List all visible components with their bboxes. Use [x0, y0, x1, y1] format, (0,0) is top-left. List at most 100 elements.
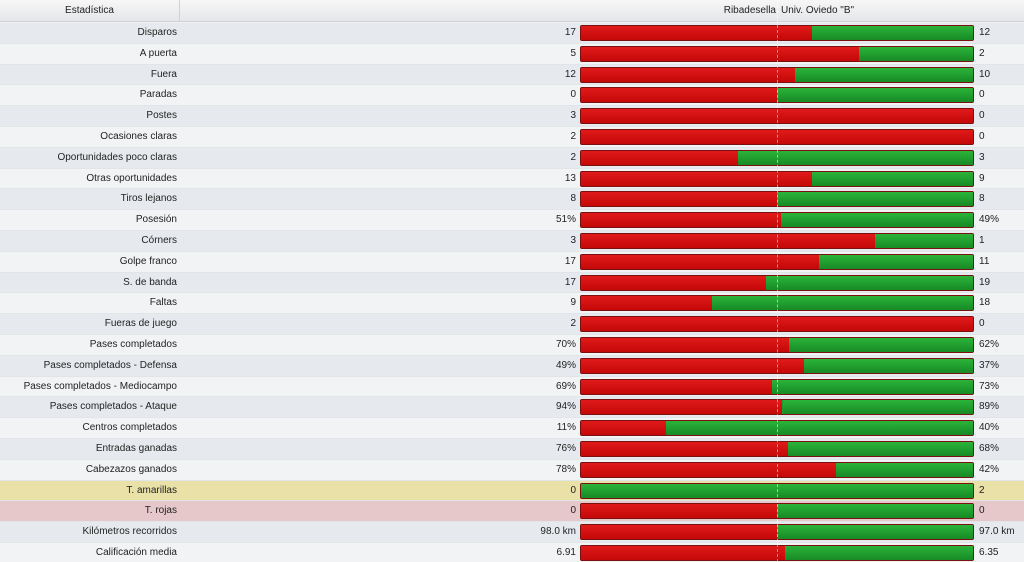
home-share-fill [581, 46, 860, 61]
stat-label: T. rojas [144, 505, 177, 517]
stat-label: Paradas [139, 89, 177, 101]
away-share-fill [875, 233, 973, 248]
stat-row: Calificación media 6.91 6.35 [0, 542, 1024, 562]
away-value: 42% [979, 463, 1000, 475]
away-share-fill [784, 545, 973, 560]
comparison-bar [580, 336, 974, 353]
away-share-fill [812, 171, 973, 186]
away-value: 0 [979, 505, 985, 517]
stat-row: Fueras de juego 2 0 [0, 314, 1024, 335]
stat-label: Fueras de juego [104, 318, 177, 330]
stat-row: A puerta 5 2 [0, 43, 1024, 65]
away-share-fill [835, 462, 973, 477]
home-value: 9 [570, 297, 576, 309]
away-share-fill [777, 192, 973, 207]
home-value: 2 [570, 151, 576, 163]
stat-row: Centros completados 11% 40% [0, 418, 1024, 439]
stat-row: Cabezazos ganados 78% 42% [0, 459, 1024, 481]
home-share-fill [581, 192, 777, 207]
comparison-bar [580, 149, 974, 166]
away-share-fill [804, 358, 973, 373]
comparison-bar [580, 440, 974, 457]
home-share-fill [581, 88, 777, 103]
home-value: 49% [555, 359, 576, 371]
stat-label: Ocasiones claras [100, 130, 177, 142]
home-value: 17 [564, 255, 576, 267]
home-value: 2 [570, 130, 576, 142]
away-value: 0 [979, 318, 985, 330]
away-share-fill [859, 46, 973, 61]
stat-label: Postes [146, 110, 177, 122]
home-team-header: Ribadesella [723, 5, 776, 16]
stat-label: Posesión [135, 214, 177, 226]
away-value: 0 [979, 110, 985, 122]
away-value: 8 [979, 193, 985, 205]
comparison-bar [580, 482, 974, 499]
stat-label: S. de banda [123, 276, 177, 288]
away-value: 2 [979, 47, 985, 59]
home-share-fill [581, 441, 788, 456]
home-value: 0 [570, 89, 576, 101]
comparison-bar [580, 128, 974, 145]
home-value: 6.91 [556, 546, 576, 558]
away-value: 3 [979, 151, 985, 163]
comparison-bar [580, 399, 974, 416]
stat-label: Centros completados [82, 422, 178, 434]
comparison-bar [580, 378, 974, 395]
comparison-bar [580, 66, 974, 83]
away-share-fill [812, 26, 973, 40]
away-value: 0 [979, 130, 985, 142]
home-share-fill [581, 233, 875, 248]
stat-row: Disparos 17 12 [0, 23, 1024, 44]
home-value: 94% [555, 401, 576, 413]
stat-label: Disparos [137, 27, 177, 38]
stat-row: Ocasiones claras 2 0 [0, 126, 1024, 148]
comparison-bar [580, 274, 974, 291]
home-value: 12 [564, 68, 576, 80]
stat-row: T. rojas 0 0 [0, 501, 1024, 523]
away-value: 68% [979, 442, 1000, 454]
away-value: 49% [979, 214, 1000, 226]
away-share-fill [794, 67, 973, 82]
home-value: 98.0 km [540, 526, 576, 538]
home-share-fill [581, 254, 819, 269]
away-value: 9 [979, 172, 985, 184]
home-value: 78% [555, 463, 576, 475]
stat-label: T. amarillas [126, 484, 177, 496]
home-share-fill [581, 171, 813, 186]
home-value: 51% [555, 214, 576, 226]
home-value: 76% [555, 442, 576, 454]
comparison-bar [580, 45, 974, 62]
home-share-fill [581, 525, 777, 540]
away-value: 62% [979, 338, 1000, 350]
stat-column-header[interactable]: Estadística [0, 0, 180, 22]
stats-table: Disparos 17 12 A puerta 5 2 Fuera 12 10 Paradas 0 0… [0, 23, 1024, 562]
home-value: 17 [564, 276, 576, 288]
home-share-fill [581, 462, 836, 477]
comparison-bar [580, 232, 974, 249]
away-share-fill [581, 483, 973, 498]
stat-row: Postes 3 0 [0, 106, 1024, 127]
away-value: 37% [979, 359, 1000, 371]
stat-row: Posesión 51% 49% [0, 210, 1024, 231]
comparison-bar [580, 357, 974, 374]
away-team-header: Univ. Oviedo "B" [781, 5, 855, 16]
stat-label: Córners [141, 234, 177, 246]
stat-row: Pases completados - Ataque 94% 89% [0, 397, 1024, 419]
home-share-fill [581, 296, 712, 311]
home-share-fill [581, 421, 666, 436]
away-share-fill [780, 213, 973, 228]
away-value: 19 [979, 276, 991, 288]
stat-row: S. de banda 17 19 [0, 272, 1024, 294]
away-value: 73% [979, 380, 1000, 392]
home-share-fill [581, 213, 781, 228]
home-value: 17 [564, 27, 576, 38]
home-share-fill [581, 109, 973, 124]
comparison-bar [580, 524, 974, 541]
stat-label: Pases completados - Ataque [49, 401, 177, 413]
comparison-bar [580, 461, 974, 478]
stat-label: Kilómetros recorridos [82, 526, 177, 538]
away-share-fill [737, 150, 973, 165]
home-value: 69% [555, 380, 576, 392]
stat-row: Otras oportunidades 13 9 [0, 168, 1024, 190]
